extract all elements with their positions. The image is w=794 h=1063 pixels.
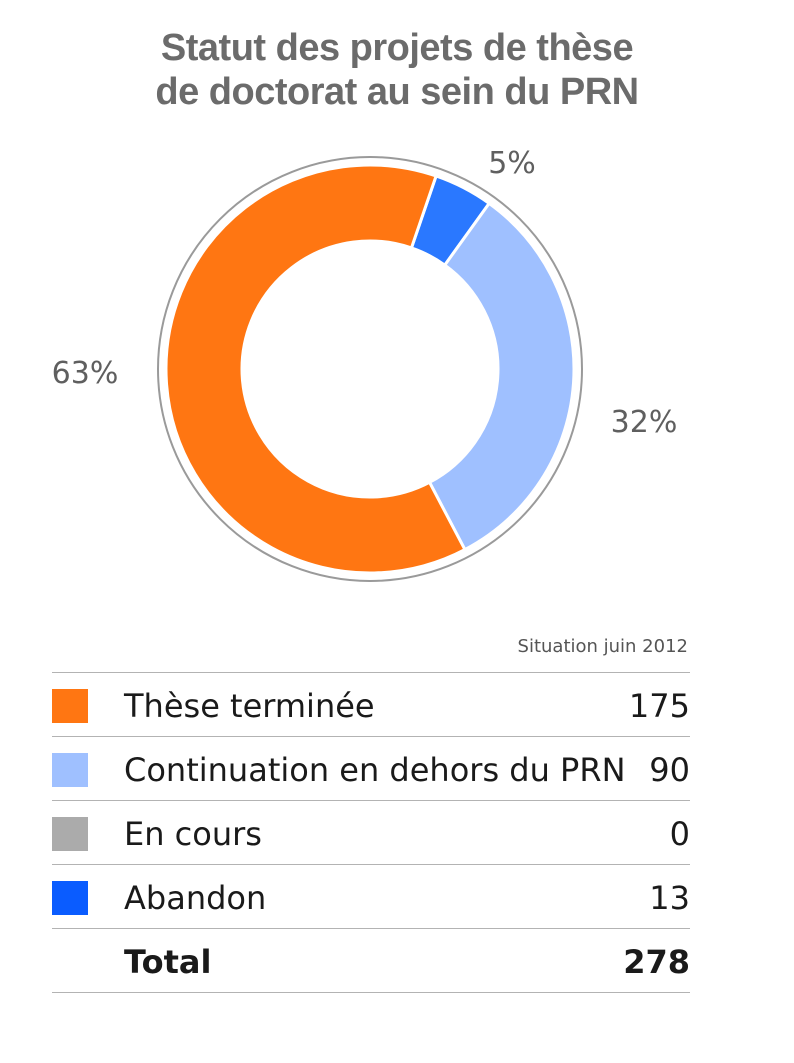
donut-outer-ring (157, 156, 583, 582)
swatch-abandon (52, 881, 88, 915)
legend-row-abandon: Abandon 13 (52, 865, 690, 929)
title-line-1: Statut des projets de thèse (160, 27, 634, 69)
pct-label-abandon: 5% (488, 146, 536, 181)
legend-label: Thèse terminée (124, 687, 375, 725)
legend-label: Abandon (124, 879, 267, 917)
legend-row-these-terminee: Thèse terminée 175 (52, 673, 690, 737)
legend-label: En cours (124, 815, 262, 853)
legend-row-continuation: Continuation en dehors du PRN 90 (52, 737, 690, 801)
legend-row-total: Total 278 (52, 929, 690, 993)
swatch-en-cours (52, 817, 88, 851)
legend-value: 175 (628, 687, 690, 725)
donut-chart: 5% 32% 63% (52, 146, 678, 582)
title-line-2: de doctorat au sein du PRN (155, 71, 639, 113)
swatch-these-terminee (52, 689, 88, 723)
total-label: Total (124, 943, 212, 981)
slice-continuation-en-dehors-du-prn (427, 201, 576, 552)
legend-value: 0 (669, 815, 690, 853)
legend-value: 90 (649, 751, 690, 789)
pct-label-terminee: 63% (52, 356, 119, 391)
legend-value: 13 (649, 879, 690, 917)
total-value: 278 (623, 943, 690, 981)
date-caption: Situation juin 2012 (517, 636, 688, 657)
legend-table: Thèse terminée 175 Continuation en dehor… (52, 672, 690, 993)
chart-title: Statut des projets de thèse de doctorat … (0, 26, 794, 114)
legend-label: Continuation en dehors du PRN (124, 751, 626, 789)
legend-row-en-cours: En cours 0 (52, 801, 690, 865)
slice-th-se-termin-e (164, 163, 467, 575)
donut-slices (164, 163, 576, 575)
swatch-continuation (52, 753, 88, 787)
pct-label-continuation: 32% (611, 405, 678, 440)
